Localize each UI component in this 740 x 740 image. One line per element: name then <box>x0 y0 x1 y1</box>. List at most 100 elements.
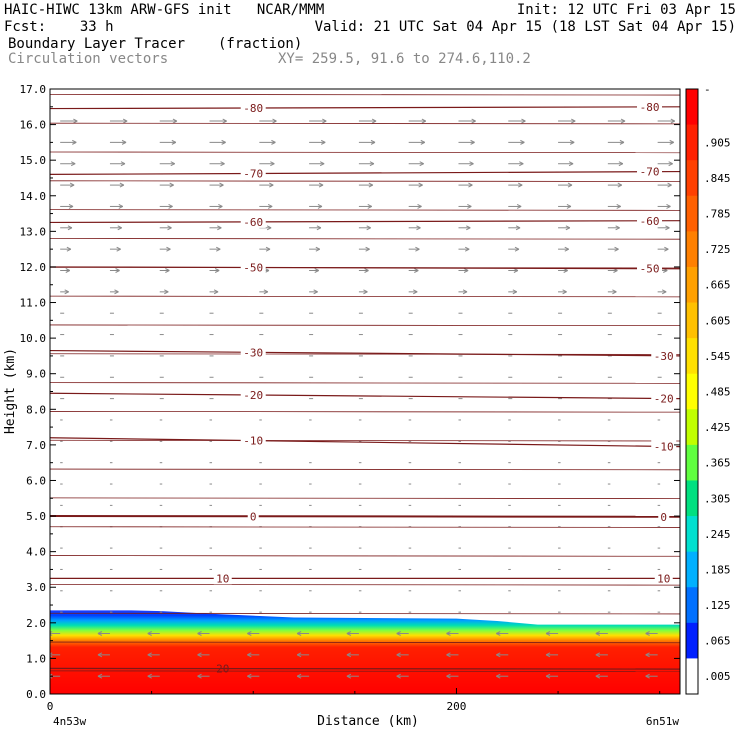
vector-head <box>322 118 327 124</box>
vector-head <box>67 225 73 231</box>
isotherm--60: -60 -60 <box>50 214 680 229</box>
colorbar-swatch <box>686 89 698 126</box>
vector-head <box>320 139 326 145</box>
vector-head <box>419 161 424 167</box>
reference-contour <box>50 295 680 298</box>
vector-head <box>219 182 224 188</box>
vector-head <box>365 246 370 252</box>
isotherm-20: 20 <box>50 663 680 676</box>
vector-head <box>562 289 567 295</box>
vector-head <box>346 652 352 658</box>
vector-head <box>396 673 401 679</box>
y-tick-label: 12.0 <box>20 261 47 274</box>
isotherm-label: 0 <box>660 511 667 524</box>
isotherm-10: 10 10 <box>50 572 680 585</box>
vector-head <box>272 118 277 124</box>
colorbar-label: .725 <box>704 243 731 256</box>
isotherm-label: -70 <box>640 166 660 179</box>
colorbar-label: .905 <box>704 136 731 149</box>
vector-head <box>363 289 368 295</box>
reference-contour <box>50 209 680 211</box>
isotherm-label: -80 <box>243 102 263 115</box>
vector-head <box>517 182 523 188</box>
colorbar-label: - <box>704 83 711 96</box>
vector-head <box>665 225 670 231</box>
vector-head <box>346 673 352 679</box>
vector-head <box>619 139 625 145</box>
vector-head <box>170 161 175 167</box>
vector-head <box>167 225 172 231</box>
vector-head <box>270 161 275 167</box>
colorbar-label: .365 <box>704 457 731 470</box>
vector-head <box>218 203 223 209</box>
vector-head <box>370 139 376 145</box>
reference-contour <box>50 93 680 96</box>
vector-head <box>617 182 623 188</box>
colorbar-label: .425 <box>704 421 731 434</box>
reference-contour <box>50 497 680 500</box>
vector-head <box>70 161 76 167</box>
valid-time: Valid: 21 UTC Sat 04 Apr 15 (18 LST Sat … <box>314 19 736 35</box>
vector-head <box>595 673 601 679</box>
isotherm-label-bg <box>654 572 673 585</box>
vector-head <box>147 631 152 636</box>
vector-head <box>614 246 619 252</box>
y-tick-label: 16.0 <box>20 119 47 132</box>
x-endpoint-left: 4n53w <box>53 715 86 728</box>
vector-head <box>369 161 375 167</box>
isotherm-label-bg <box>213 572 232 585</box>
vector-head <box>661 289 667 295</box>
vector-head <box>266 225 272 231</box>
vector-head <box>317 203 323 209</box>
y-tick-label: 7.0 <box>26 439 46 452</box>
vector-head <box>466 225 471 231</box>
vector-head <box>97 652 103 658</box>
y-tick-label: 13.0 <box>20 225 47 238</box>
y-tick-label: 14.0 <box>20 190 47 203</box>
reference-contour <box>50 583 680 586</box>
x-endpoint-right: 6n51w <box>646 715 679 728</box>
vector-head <box>69 182 75 188</box>
vector-head <box>446 673 451 679</box>
vector-head <box>569 139 575 145</box>
isotherm--30: -30 -30 <box>50 346 680 363</box>
vector-head <box>197 652 202 658</box>
vector-head <box>296 673 302 679</box>
vector-head <box>469 161 474 167</box>
reference-contour <box>50 439 680 442</box>
vector-head <box>222 118 227 124</box>
init-time: Init: 12 UTC Fri 03 Apr 15 <box>516 2 736 18</box>
vector-head <box>568 161 574 167</box>
vector-head <box>418 182 423 188</box>
colorbar-label: .185 <box>704 563 731 576</box>
vector-head <box>464 246 470 252</box>
vector-head <box>612 289 617 295</box>
vector-head <box>519 161 524 167</box>
isotherm-label-bg <box>651 392 677 405</box>
vector-head <box>446 631 451 636</box>
isotherm-label: -10 <box>243 435 263 448</box>
colorbar-swatch <box>686 444 698 481</box>
colorbar-swatch <box>686 480 698 517</box>
isotherm-label: -60 <box>640 215 660 228</box>
vector-head <box>468 182 473 188</box>
vector-head <box>616 203 621 209</box>
isotherm-line <box>50 266 680 270</box>
colorbar-swatch <box>686 587 698 624</box>
vector-head <box>197 631 202 636</box>
vector-head <box>171 139 177 145</box>
vector-head <box>220 161 225 167</box>
vector-head <box>462 289 468 295</box>
vector-head <box>116 246 121 252</box>
colorbar-frame <box>685 88 699 695</box>
x-axis-label: Distance (km) <box>317 714 419 729</box>
vector-head <box>545 652 551 658</box>
isotherm-label-bg <box>651 440 677 453</box>
colorbar-label: .785 <box>704 208 731 221</box>
vector-head <box>97 673 103 679</box>
colorbar-label: .125 <box>704 599 731 612</box>
vector-head <box>66 246 72 252</box>
isotherm-line <box>50 392 680 400</box>
vector-head <box>446 652 451 658</box>
vector-head <box>471 118 476 124</box>
